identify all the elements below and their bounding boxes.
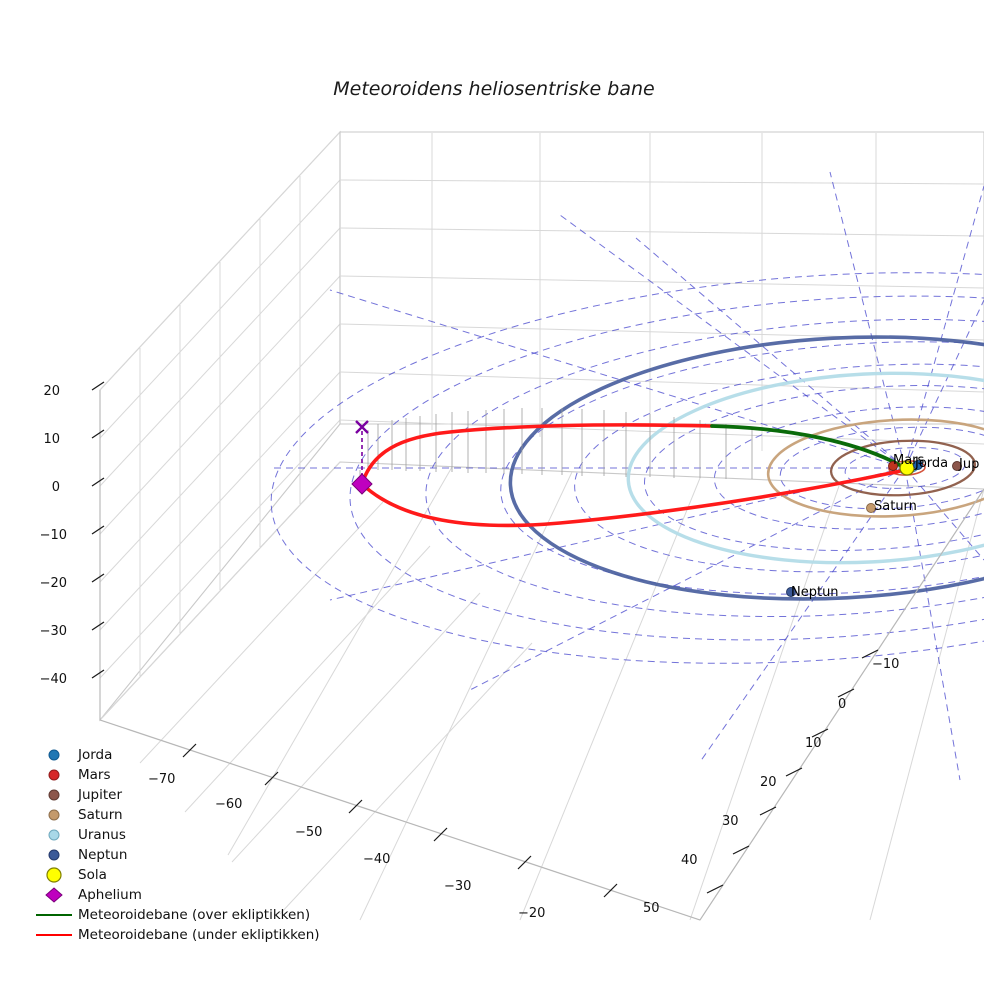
z-tick-labels: 20 10 0 −10 −20 −30 −40 bbox=[40, 384, 67, 687]
page-title: Meteoroidens heliosentriske bane bbox=[333, 78, 654, 100]
x-tick-1: −60 bbox=[215, 797, 242, 812]
legend-item-meteoroid-over[interactable]: Meteoroidebane (over ekliptikken) bbox=[36, 907, 310, 923]
legend-item-saturn[interactable]: Saturn bbox=[48, 807, 123, 823]
legend-item-jorda[interactable]: Jorda bbox=[48, 747, 112, 763]
x-tick-4: −30 bbox=[444, 879, 471, 894]
legend-marker-sun-icon bbox=[46, 867, 62, 883]
label-jorda: Jorda bbox=[914, 456, 948, 471]
legend-marker-diamond-icon bbox=[45, 887, 63, 903]
legend-marker-circle-icon bbox=[48, 829, 60, 841]
legend-item-neptun[interactable]: Neptun bbox=[48, 847, 127, 863]
legend-label-aphelium: Aphelium bbox=[78, 887, 142, 903]
sun-marker-icon bbox=[899, 460, 915, 476]
label-neptun: Neptun bbox=[791, 585, 839, 600]
y-tick-0: −10 bbox=[872, 657, 899, 672]
label-mars: Mars bbox=[893, 453, 925, 468]
y-tick-4: 30 bbox=[722, 814, 739, 829]
z-tick-4: −20 bbox=[40, 576, 67, 591]
axis-spines-ticks bbox=[91, 381, 984, 921]
legend-item-jupiter[interactable]: Jupiter bbox=[48, 787, 122, 803]
orbit-markers bbox=[351, 420, 962, 597]
legend-label-jorda: Jorda bbox=[77, 747, 112, 763]
legend-marker-circle-icon bbox=[48, 769, 60, 781]
z-tick-6: −40 bbox=[40, 672, 67, 687]
legend-item-uranus[interactable]: Uranus bbox=[48, 827, 126, 843]
legend-marker-circle-icon bbox=[48, 809, 60, 821]
label-saturn: Saturn bbox=[874, 499, 917, 514]
meteoroid-orbit-under bbox=[360, 468, 907, 528]
legend-label-uranus: Uranus bbox=[78, 827, 126, 843]
legend-item-mars[interactable]: Mars bbox=[48, 767, 111, 783]
legend-label-neptun: Neptun bbox=[78, 847, 127, 863]
legend-label-mars: Mars bbox=[78, 767, 111, 783]
y-tick-6: 50 bbox=[643, 901, 660, 916]
legend-marker-circle-icon bbox=[48, 749, 60, 761]
orbit-droplines bbox=[359, 408, 753, 486]
legend-item-aphelium[interactable]: Aphelium bbox=[45, 887, 142, 903]
y-tick-5: 40 bbox=[681, 853, 698, 868]
orbit-saturn bbox=[766, 418, 984, 518]
orbit-jupiter bbox=[829, 439, 977, 497]
z-tick-2: 0 bbox=[52, 480, 60, 495]
y-tick-labels: −10 0 10 20 30 40 50 bbox=[643, 657, 899, 916]
z-tick-0: 20 bbox=[43, 384, 60, 399]
x-tick-0: −70 bbox=[148, 772, 175, 787]
planet-marker-saturn bbox=[866, 503, 876, 513]
planet-annotations: Mars Jorda Jup Saturn Neptun bbox=[791, 453, 979, 600]
legend-label-meteoroid-under: Meteoroidebane (under ekliptikken) bbox=[78, 927, 320, 943]
aphelium-marker-icon bbox=[351, 473, 373, 495]
z-tick-1: 10 bbox=[43, 432, 60, 447]
legend-item-sola[interactable]: Sola bbox=[46, 867, 107, 883]
legend-label-sola: Sola bbox=[78, 867, 107, 883]
x-tick-3: −40 bbox=[363, 852, 390, 867]
legend-label-saturn: Saturn bbox=[78, 807, 123, 823]
planet-marker-jorda bbox=[913, 460, 923, 470]
legend-label-jupiter: Jupiter bbox=[77, 787, 122, 803]
legend-label-meteoroid-over: Meteoroidebane (over ekliptikken) bbox=[78, 907, 310, 923]
meteoroid-orbit-under-upper bbox=[360, 423, 714, 486]
planet-marker-neptun bbox=[786, 587, 796, 597]
x-tick-5: −20 bbox=[518, 906, 545, 921]
plot-legend: Jorda Mars Jupiter Saturn bbox=[36, 747, 320, 943]
y-tick-1: 0 bbox=[838, 697, 846, 712]
perihelion-cross-icon bbox=[355, 420, 369, 434]
meteoroid-orbit bbox=[360, 423, 907, 528]
legend-item-meteoroid-under[interactable]: Meteoroidebane (under ekliptikken) bbox=[36, 927, 320, 943]
orbit-neptun bbox=[508, 335, 984, 601]
x-tick-2: −50 bbox=[295, 825, 322, 840]
planet-orbits bbox=[508, 335, 984, 601]
planet-marker-jupiter bbox=[952, 461, 962, 471]
y-tick-2: 10 bbox=[805, 736, 822, 751]
orbit-uranus bbox=[626, 371, 984, 565]
z-tick-5: −30 bbox=[40, 624, 67, 639]
legend-marker-circle-icon bbox=[48, 789, 60, 801]
x-tick-labels: −70 −60 −50 −40 −30 −20 bbox=[148, 772, 545, 921]
y-tick-3: 20 bbox=[760, 775, 777, 790]
z-tick-3: −10 bbox=[40, 528, 67, 543]
label-jupiter: Jup bbox=[958, 457, 979, 472]
meteoroid-orbit-over bbox=[710, 424, 907, 470]
planet-marker-mars bbox=[888, 461, 898, 471]
legend-marker-circle-icon bbox=[48, 849, 60, 861]
